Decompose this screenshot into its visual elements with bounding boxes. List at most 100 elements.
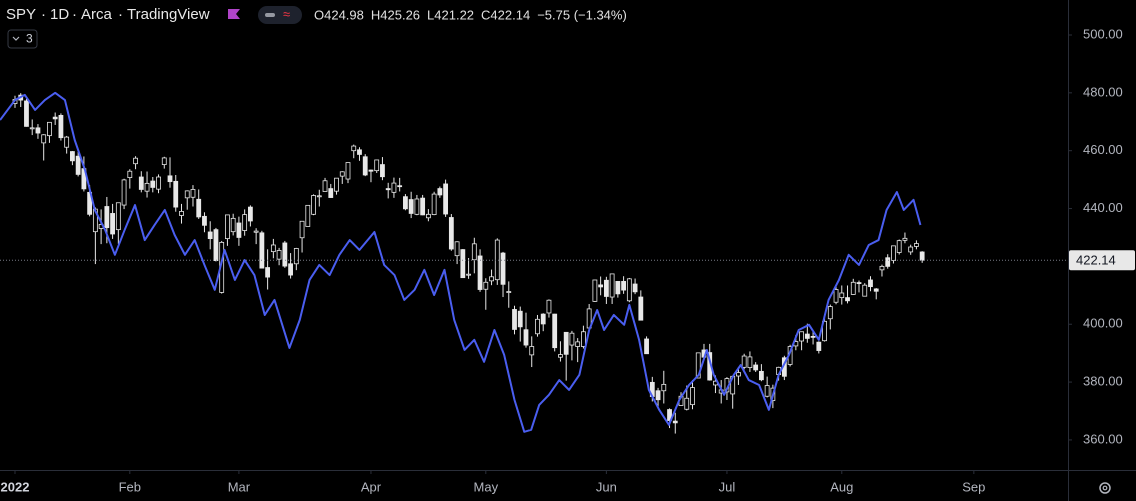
candle-body	[236, 222, 242, 238]
candle-body	[655, 390, 661, 401]
candle-body	[368, 169, 374, 172]
x-tick-label: Aug	[830, 479, 853, 494]
candle-body	[52, 116, 58, 120]
candle-body	[827, 306, 833, 320]
candle-body	[868, 279, 873, 288]
candle-body	[265, 267, 271, 278]
x-tick-label: Sep	[962, 479, 985, 494]
candle-body	[184, 190, 190, 199]
candle-body	[741, 355, 747, 368]
eye-icon	[265, 13, 275, 17]
candle-body	[873, 288, 879, 292]
candle-body	[448, 217, 454, 250]
candle-body	[500, 252, 506, 285]
candle-body	[477, 255, 483, 290]
candle-body	[133, 157, 138, 165]
candle-body	[270, 244, 276, 253]
candle-body	[374, 159, 380, 172]
candle-body	[328, 188, 334, 198]
candle-body	[138, 176, 144, 190]
candle-body	[523, 329, 529, 346]
indicators-toggle[interactable]	[7, 29, 38, 49]
x-tick-label: Apr	[361, 479, 382, 494]
candle-body	[816, 341, 822, 351]
y-tick-label: 480.00	[1083, 84, 1123, 99]
candle-body	[47, 121, 52, 137]
candle-body	[483, 281, 489, 290]
candle-body	[632, 283, 638, 293]
candle-body	[466, 273, 471, 276]
candle-body	[70, 151, 75, 162]
candle-body	[862, 284, 868, 297]
x-tick-label: Mar	[228, 479, 251, 494]
candle-body	[179, 211, 184, 216]
gear-ring	[1099, 482, 1111, 494]
candle-body	[902, 237, 908, 241]
candle-body	[305, 204, 311, 227]
candle-body	[41, 134, 47, 144]
candle-body	[391, 182, 397, 193]
candle-body	[334, 177, 339, 192]
candle-body	[345, 162, 351, 180]
candle-body	[621, 281, 626, 291]
candle-body	[661, 383, 667, 392]
separator: ·	[72, 6, 77, 23]
y-tick-label: 400.00	[1083, 316, 1123, 331]
candle-body	[919, 251, 925, 261]
last-price-tag	[1069, 250, 1135, 271]
candle-body	[690, 387, 695, 406]
candle-body	[64, 136, 70, 148]
candle-body	[885, 257, 891, 267]
candle-body	[615, 281, 621, 295]
interval[interactable]: 1D	[50, 6, 69, 23]
header: SPY · 1D · Arca · TradingView ≈ O424.98 H…	[6, 6, 627, 24]
candle-body	[804, 333, 810, 339]
y-tick-label: 460.00	[1083, 142, 1123, 157]
candle-body	[24, 100, 29, 127]
candle-body	[667, 409, 672, 421]
ohlc-value: O424.98	[314, 7, 364, 22]
candle-body	[833, 289, 839, 303]
candle-body	[799, 331, 804, 342]
candle-body	[351, 145, 357, 152]
candle-body	[558, 354, 563, 358]
candle-body	[891, 245, 896, 261]
y-tick-label: 360.00	[1083, 431, 1123, 446]
candle-body	[167, 175, 173, 183]
x-tick-label: Feb	[119, 479, 141, 494]
candle-body	[161, 157, 167, 165]
chevron-icon	[12, 36, 20, 41]
candle-body	[626, 278, 632, 302]
x-tick-label: May	[474, 479, 499, 494]
candle-body	[190, 189, 196, 198]
candle-body	[316, 195, 322, 198]
candle-body	[535, 318, 540, 335]
candle-body	[672, 420, 678, 424]
candle-body	[385, 188, 391, 191]
candle-body	[592, 279, 598, 302]
candle-body	[259, 232, 265, 269]
candle-body	[822, 320, 827, 342]
ohlc-value: L421.22	[427, 7, 474, 22]
candle-body	[753, 364, 759, 371]
candle-body	[638, 296, 644, 321]
candle-body	[322, 180, 328, 192]
candle-body	[288, 263, 293, 276]
candle-body	[569, 332, 575, 346]
candle-body	[225, 214, 230, 240]
symbol[interactable]: SPY	[6, 6, 36, 23]
settings-icon[interactable]	[1099, 482, 1111, 494]
candle-body	[598, 284, 604, 288]
flag-icon[interactable]	[228, 9, 240, 19]
plot-area	[0, 91, 1068, 434]
candle-body	[764, 385, 770, 397]
candle-body	[581, 331, 586, 347]
candle-body	[758, 370, 764, 381]
candle-body	[299, 220, 305, 239]
candle-body	[810, 335, 816, 338]
y-tick-label: 380.00	[1083, 374, 1123, 389]
candle-body	[58, 115, 64, 139]
gear-hub	[1102, 485, 1108, 491]
candle-body	[276, 250, 282, 260]
visibility-pill[interactable]	[258, 6, 302, 24]
